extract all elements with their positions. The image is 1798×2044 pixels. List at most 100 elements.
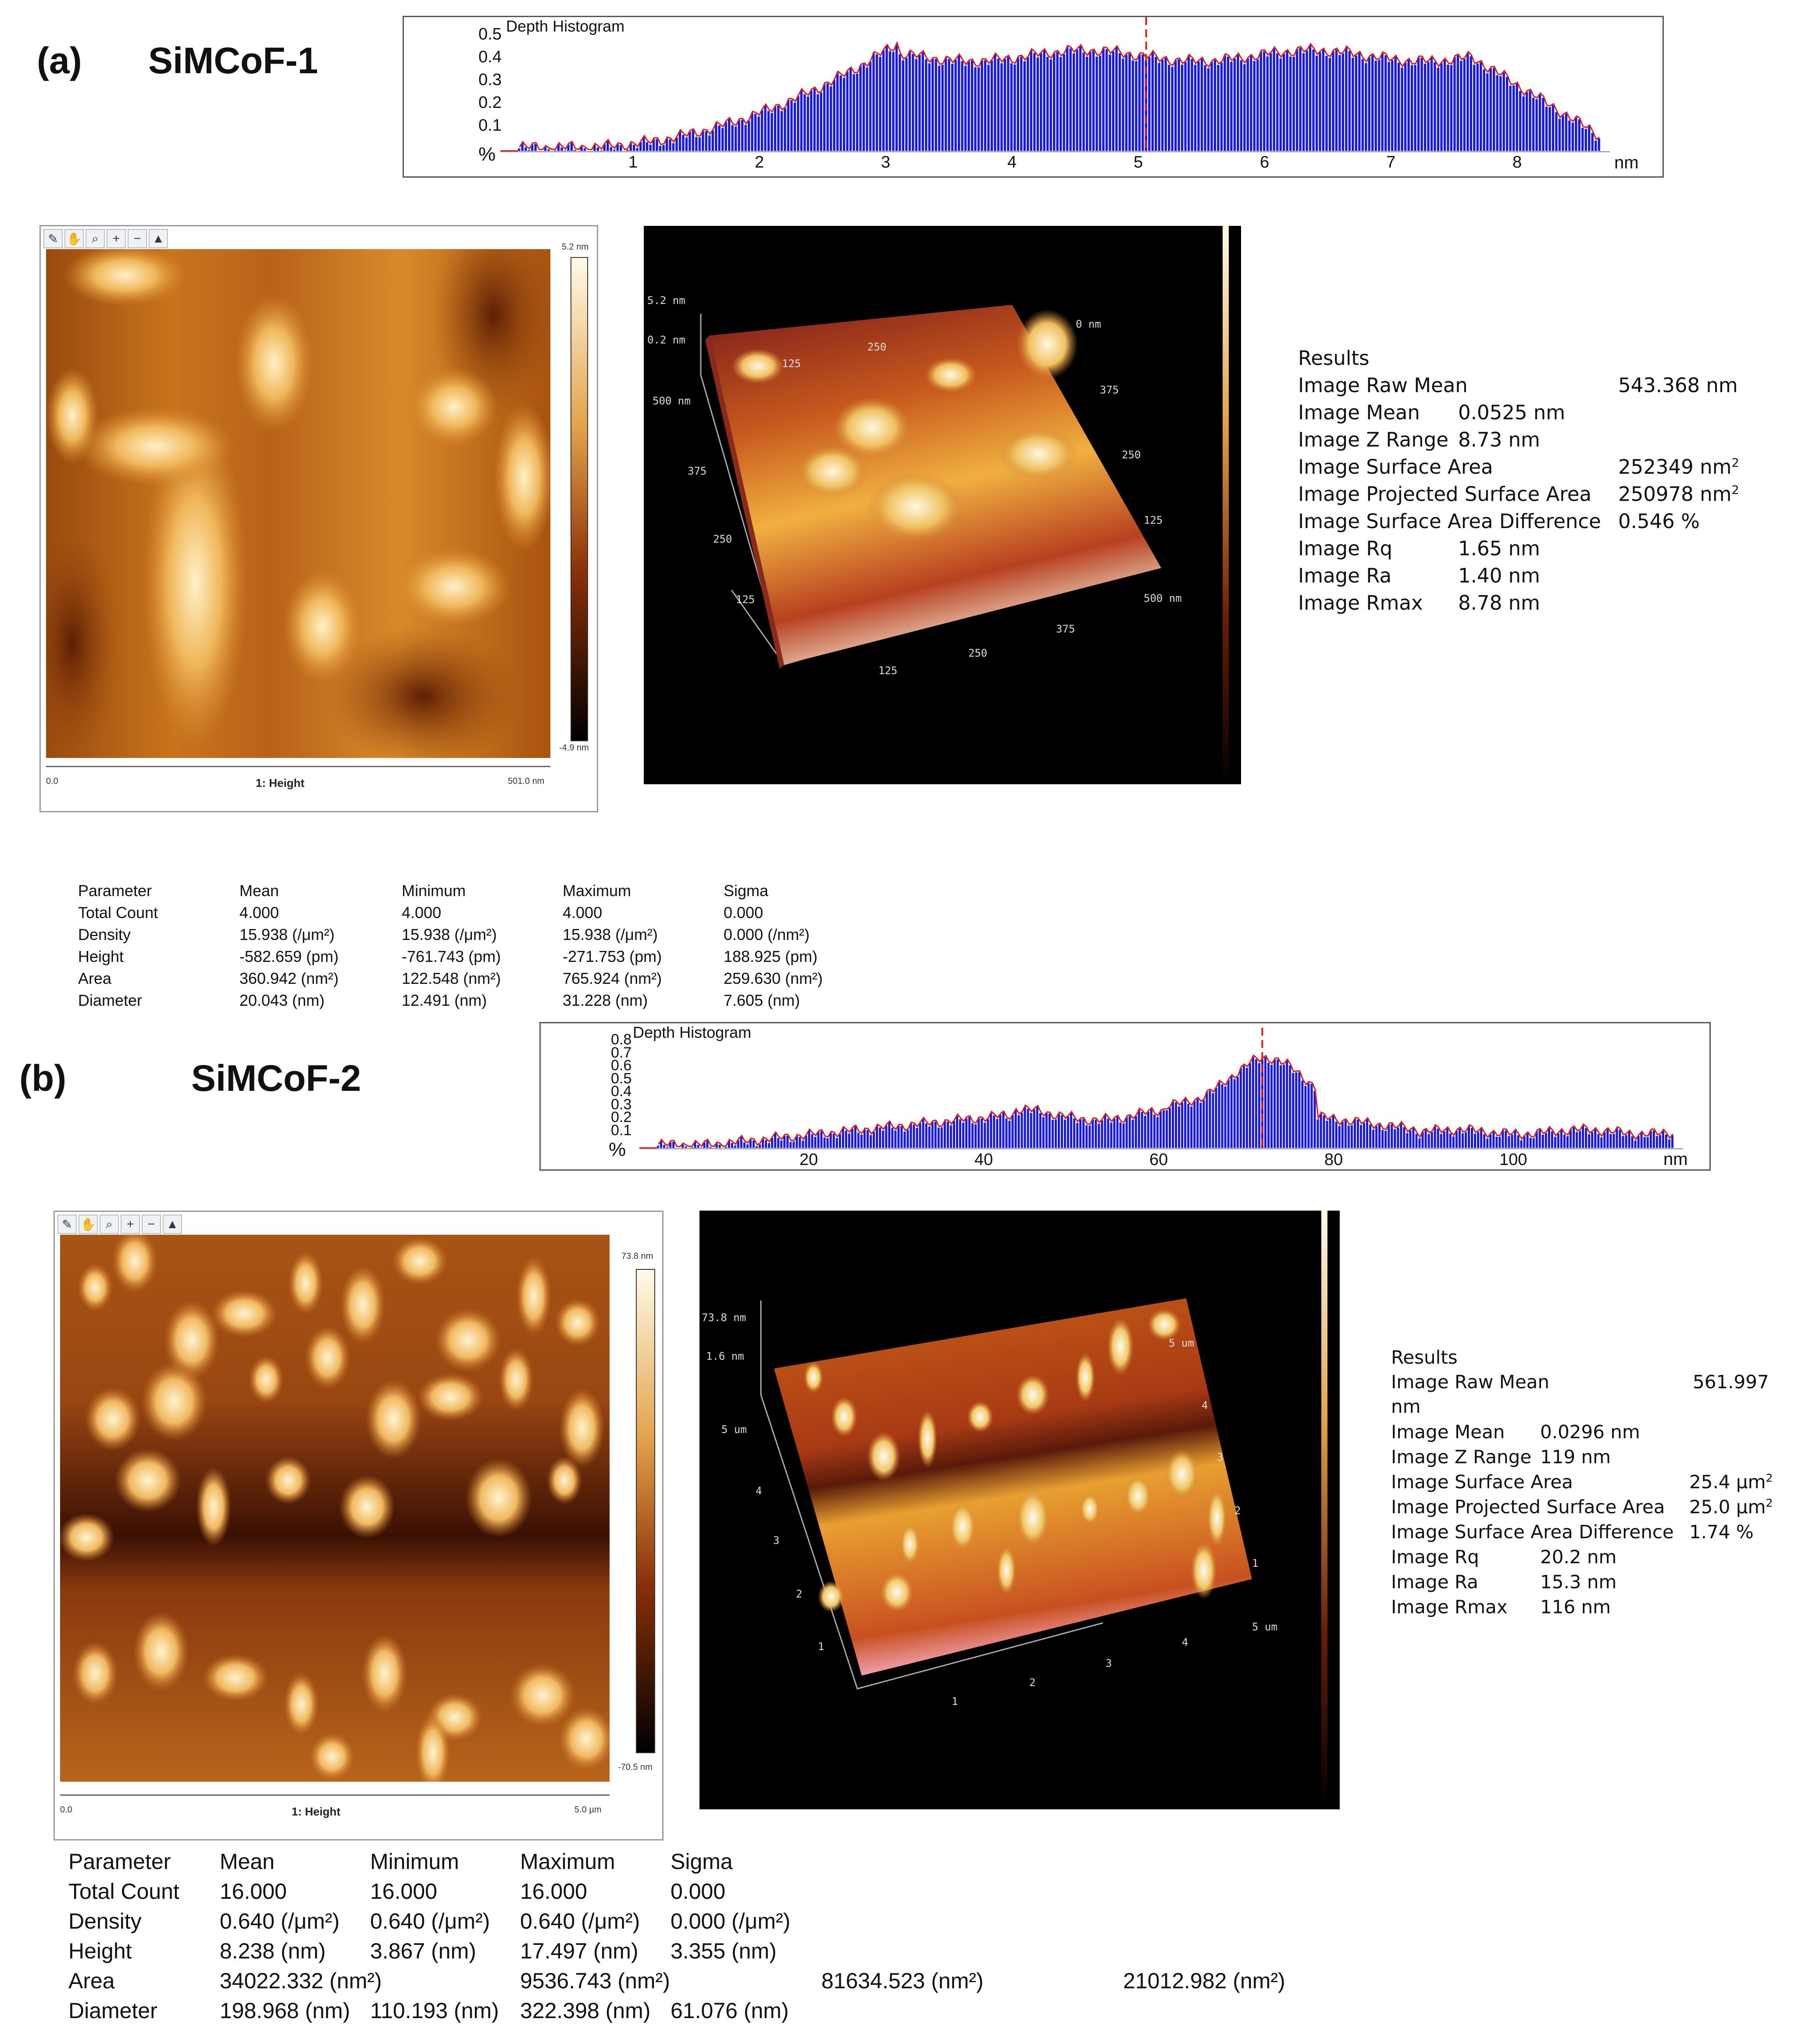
colorbar-a-min: -4.9 nm bbox=[559, 743, 589, 753]
histogram-b-bar bbox=[1560, 1130, 1563, 1148]
histogram-b-bar bbox=[1437, 1128, 1439, 1148]
histogram-b-bar bbox=[974, 1124, 977, 1148]
histogram-a-bar bbox=[1522, 96, 1525, 151]
stats-b-header: Minimum bbox=[370, 1849, 459, 1874]
zoom-in-icon[interactable]: + bbox=[107, 229, 126, 248]
view3d-b-peak bbox=[804, 1361, 823, 1393]
view3d-b-peak bbox=[831, 1397, 857, 1437]
histogram-a-bar bbox=[1194, 64, 1197, 151]
zoom-icon[interactable]: ⌕ bbox=[100, 1215, 119, 1234]
histogram-b-bar bbox=[891, 1128, 894, 1148]
histogram-a-bar bbox=[721, 128, 724, 151]
histogram-b-bar bbox=[913, 1124, 915, 1148]
histogram-b-x-tick: 20 bbox=[799, 1151, 818, 1169]
histogram-b-bar bbox=[981, 1118, 983, 1148]
histogram-b-bar bbox=[1591, 1132, 1594, 1148]
histogram-b-bar bbox=[897, 1126, 900, 1148]
histogram-a-bar bbox=[997, 58, 1000, 151]
histogram-a-bar bbox=[751, 112, 753, 151]
histogram-b-bar bbox=[1283, 1064, 1285, 1148]
results-a-row-value: 252349 nm2 bbox=[1618, 455, 1739, 479]
view3d-a-bottom-tick: 500 nm bbox=[1144, 592, 1182, 604]
histogram-b-y-tick: 0.2 bbox=[611, 1109, 632, 1126]
histogram-a-bar bbox=[656, 139, 658, 151]
histogram-a-bar bbox=[1076, 49, 1078, 151]
afm-b-feature bbox=[196, 1467, 231, 1547]
zoom-icon[interactable]: ⌕ bbox=[86, 229, 105, 248]
histogram-a-bar bbox=[1049, 59, 1052, 151]
histogram-b-bar bbox=[1415, 1134, 1418, 1148]
afm-b-feature bbox=[435, 1308, 501, 1372]
histogram-a-bar bbox=[931, 59, 934, 151]
histogram-b-bar bbox=[1665, 1134, 1667, 1148]
histogram-b-bar bbox=[1359, 1125, 1362, 1148]
histogram-b-bar bbox=[762, 1138, 764, 1148]
histogram-a-bar bbox=[1562, 115, 1564, 151]
hand-icon[interactable]: ✋ bbox=[78, 1215, 98, 1234]
chart-icon[interactable]: ▲ bbox=[163, 1215, 182, 1234]
histogram-b-bar bbox=[1576, 1132, 1578, 1148]
chart-icon[interactable]: ▲ bbox=[149, 229, 168, 248]
histogram-a-bar bbox=[918, 55, 921, 151]
view3d-b-peak bbox=[900, 1524, 920, 1564]
afm-b-feature bbox=[133, 1612, 189, 1691]
histogram-b-bar bbox=[1375, 1126, 1378, 1148]
stats-b-cell: Total Count bbox=[68, 1879, 179, 1904]
stats-a-cell: 12.491 (nm) bbox=[402, 991, 487, 1009]
histogram-b-bar bbox=[823, 1137, 826, 1148]
histogram-a-bar bbox=[1072, 53, 1075, 151]
zoom-in-icon[interactable]: + bbox=[121, 1215, 140, 1234]
histogram-a-bar bbox=[593, 144, 596, 151]
histogram-a-bar bbox=[564, 150, 567, 151]
histogram-b-bar bbox=[1039, 1113, 1042, 1148]
afm-b-feature bbox=[309, 1733, 355, 1781]
histogram-b-bar bbox=[1372, 1129, 1375, 1148]
histogram-a-bar bbox=[777, 105, 780, 151]
histogram-b-bar bbox=[1242, 1065, 1245, 1148]
histogram-b-bar bbox=[1027, 1108, 1029, 1148]
histogram-b-bar bbox=[940, 1127, 943, 1148]
histogram-a-bar bbox=[754, 114, 757, 151]
histogram-a-bar bbox=[1210, 62, 1213, 151]
afm-b-feature bbox=[339, 1475, 395, 1539]
pencil-icon[interactable]: ✎ bbox=[57, 1215, 77, 1234]
stats-b-cell: 3.355 (nm) bbox=[671, 1939, 777, 1963]
histogram-b-bar bbox=[1042, 1117, 1045, 1148]
histogram-a-bar bbox=[557, 144, 560, 151]
stats-b-cell: Density bbox=[68, 1909, 142, 1933]
histogram-a-bar bbox=[928, 63, 931, 151]
results-b-row-superscript: 2 bbox=[1766, 1497, 1773, 1509]
histogram-b-bar bbox=[1184, 1099, 1187, 1148]
view3d-b-peak bbox=[1016, 1489, 1049, 1547]
histogram-a-bar bbox=[547, 149, 550, 151]
histogram-b-bar bbox=[1113, 1118, 1116, 1148]
histogram-b-bar bbox=[749, 1139, 752, 1148]
histogram-a-bar bbox=[872, 53, 875, 151]
results-a-row-value: 8.78 nm bbox=[1458, 591, 1540, 615]
pencil-icon[interactable]: ✎ bbox=[43, 229, 63, 248]
histogram-b-bar bbox=[1347, 1125, 1350, 1148]
hand-icon[interactable]: ✋ bbox=[64, 229, 84, 248]
results-b-heading: Results bbox=[1391, 1347, 1458, 1368]
sample-name-a: SiMCoF-1 bbox=[148, 40, 318, 81]
histogram-a-bar bbox=[659, 146, 662, 151]
histogram-b-bar bbox=[953, 1121, 955, 1148]
afm-axis-b-end: 5.0 µm bbox=[574, 1805, 602, 1815]
view3d-a-right-tick: 0 nm bbox=[1076, 318, 1101, 330]
histogram-a-bar bbox=[1456, 55, 1459, 151]
afm-b-feature bbox=[141, 1361, 207, 1441]
histogram-a-bar bbox=[1017, 57, 1020, 151]
histogram-b-bar bbox=[1313, 1090, 1316, 1148]
histogram-a-bar bbox=[892, 52, 895, 151]
afm-colorbar-b bbox=[636, 1269, 655, 1753]
histogram-b-bar bbox=[1483, 1134, 1486, 1148]
histogram-b-bar bbox=[1159, 1111, 1162, 1148]
histogram-b-bar bbox=[1418, 1138, 1421, 1148]
histogram-a-bar bbox=[1519, 91, 1522, 151]
histogram-a-bar bbox=[764, 105, 767, 151]
zoom-out-icon[interactable]: − bbox=[142, 1215, 161, 1234]
zoom-out-icon[interactable]: − bbox=[128, 229, 147, 248]
histogram-b-bar bbox=[1353, 1118, 1356, 1148]
results-b-row-label: Image Projected Surface Area bbox=[1391, 1496, 1665, 1518]
histogram-b-bar bbox=[1036, 1107, 1038, 1148]
